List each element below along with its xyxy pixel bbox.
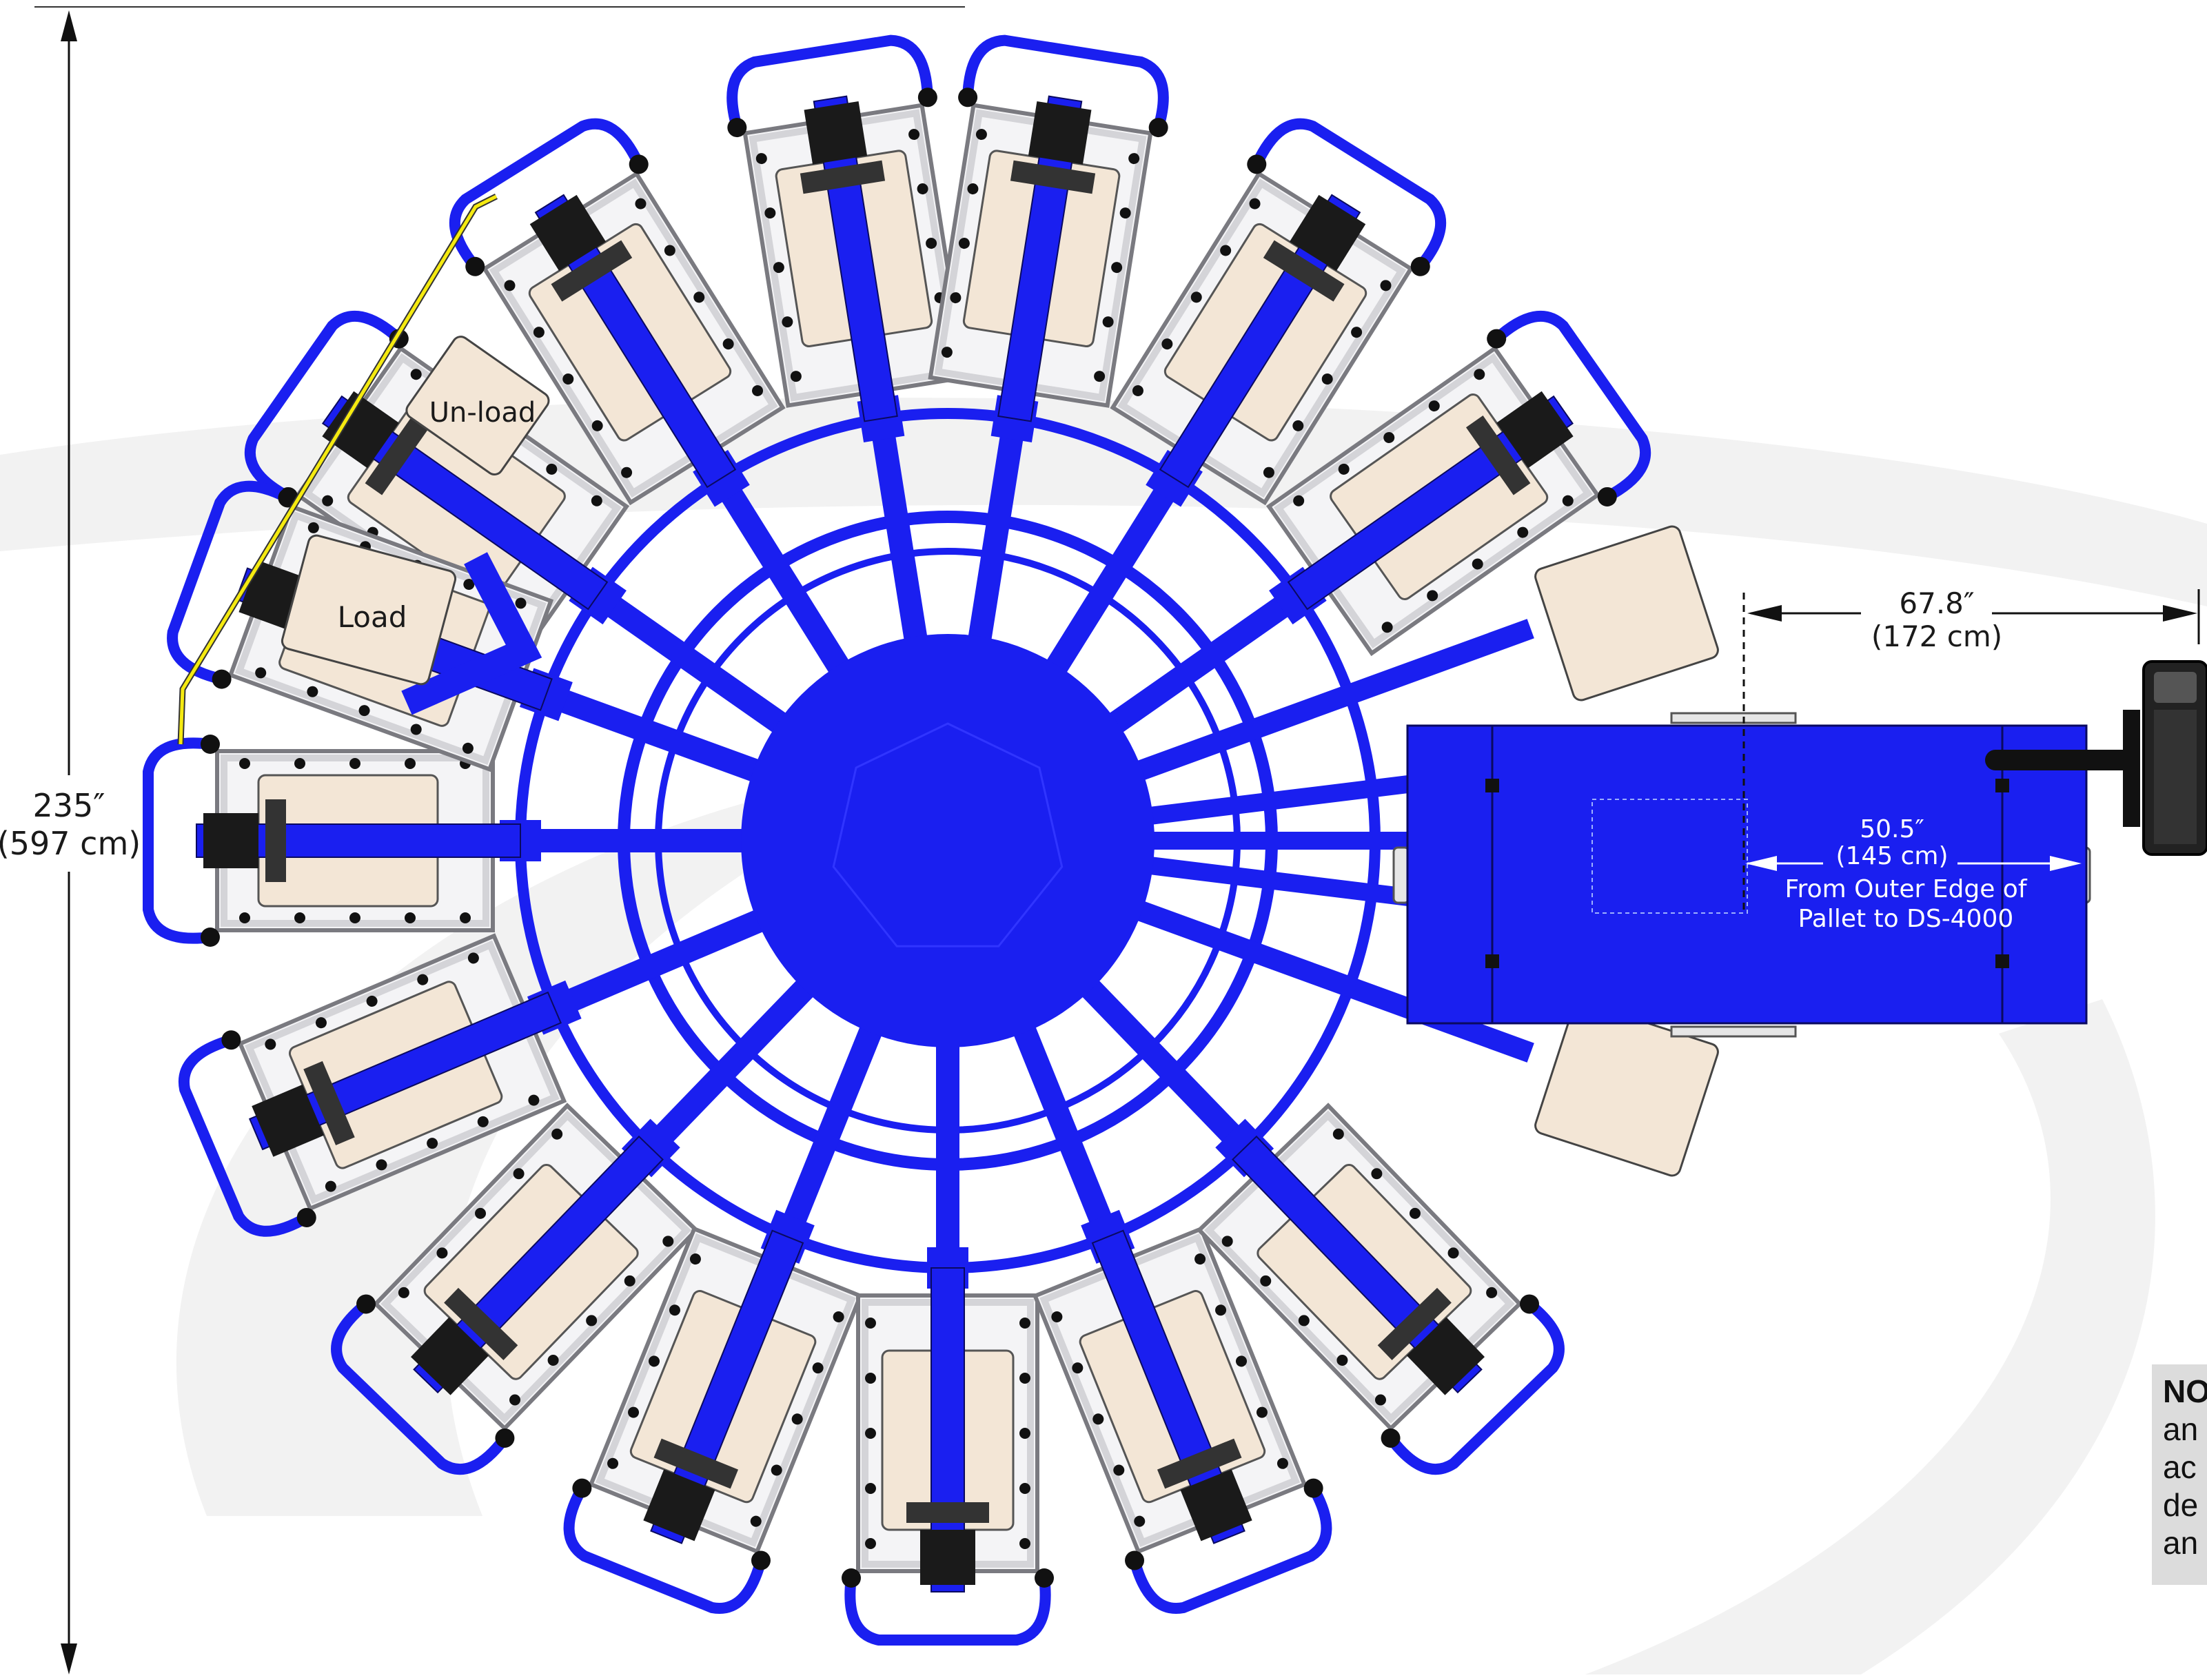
height-dimension: 235″ (597 cm): [0, 6, 965, 1674]
load-station: Load: [281, 534, 457, 686]
print-head-13: [245, 310, 630, 657]
width-dimension: 67.8″ (172 cm): [1742, 586, 2200, 910]
print-head-10: [842, 1267, 1054, 1646]
height-secondary: (597 cm): [0, 825, 141, 862]
load-pallet: [281, 534, 457, 686]
note-line-1: NO: [2163, 1373, 2207, 1409]
hub-core: [832, 722, 1064, 947]
print-head-9: [563, 1226, 864, 1614]
width-secondary: (172 cm): [1871, 619, 2002, 653]
watermark-swoosh: [0, 398, 2207, 1674]
note-line-2: an: [2163, 1411, 2198, 1447]
print-head-12: [1196, 1103, 1565, 1475]
offset-dimension: 50.5″ (145 cm) From Outer Edge of Pallet…: [1745, 815, 2082, 933]
print-head-1: [449, 118, 786, 506]
height-primary: 235″: [33, 787, 105, 824]
width-primary: 67.8″: [1899, 586, 1974, 620]
note-line-4: de: [2163, 1487, 2198, 1523]
print-head-6: [143, 735, 521, 947]
print-head-5: [1265, 310, 1651, 657]
print-head-3: [928, 34, 1169, 422]
offset-primary: 50.5″: [1860, 815, 1924, 843]
print-head-4: [1110, 118, 1447, 506]
unload-label: Un-load: [429, 397, 536, 429]
print-head-8: [331, 1103, 700, 1475]
load-label: Load: [338, 600, 407, 634]
print-head-11: [1032, 1226, 1332, 1614]
offset-line2: Pallet to DS-4000: [1798, 905, 2014, 933]
note-box: NO an ac de an: [2152, 1364, 2207, 1585]
print-head-7: [178, 933, 567, 1237]
unload-station: Un-load: [401, 336, 550, 715]
offset-secondary: (145 cm): [1835, 842, 1948, 870]
note-line-5: an: [2163, 1525, 2198, 1561]
print-head-2: [726, 34, 968, 422]
offset-line1: From Outer Edge of: [1784, 875, 2027, 903]
dryer-pallet-top: [1534, 525, 1719, 701]
ds4000-dryer: [1392, 660, 2207, 1038]
note-line-3: ac: [2163, 1449, 2197, 1485]
unload-pallet: [405, 336, 550, 476]
